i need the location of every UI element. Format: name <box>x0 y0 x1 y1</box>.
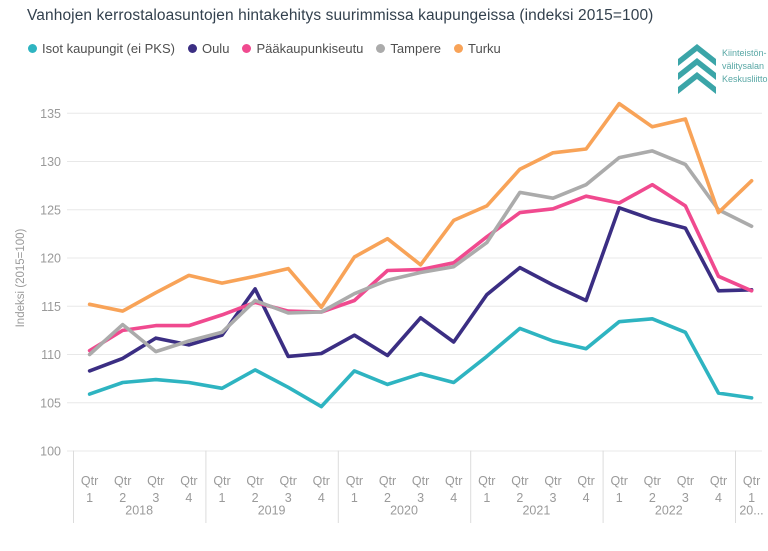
y-tick-label: 115 <box>41 300 61 314</box>
legend-label: Isot kaupungit (ei PKS) <box>42 41 175 56</box>
chevron-icon <box>678 72 716 94</box>
y-tick-label: 100 <box>40 445 61 459</box>
x-tick-quarter-word: Qtr <box>81 474 98 488</box>
legend-label: Oulu <box>201 41 230 56</box>
x-tick-quarter-word: Qtr <box>511 474 528 488</box>
x-tick-quarter-word: Qtr <box>180 474 197 488</box>
logo-text-line: välitysalan <box>722 61 765 71</box>
x-tick-quarter-number: 2 <box>649 491 656 505</box>
year-label: 2021 <box>522 504 550 518</box>
x-tick-quarter-word: Qtr <box>478 474 495 488</box>
y-tick-label: 105 <box>40 396 61 410</box>
x-tick-quarter-word: Qtr <box>743 474 760 488</box>
x-tick-quarter-number: 3 <box>417 491 424 505</box>
x-tick-quarter-word: Qtr <box>577 474 594 488</box>
y-tick-label: 125 <box>40 203 61 217</box>
legend-dot-icon <box>187 44 197 53</box>
chart-legend: Isot kaupungit (ei PKS) Oulu Pääkaupunkise… <box>28 41 501 56</box>
y-axis-title: Indeksi (2015=100) <box>15 228 27 327</box>
year-label: 2020 <box>390 504 418 518</box>
x-tick-quarter-word: Qtr <box>445 474 462 488</box>
x-tick-quarter-number: 4 <box>715 491 722 505</box>
x-tick-quarter-word: Qtr <box>379 474 396 488</box>
chevron-icon <box>678 58 716 80</box>
legend-dot-icon <box>376 44 386 53</box>
x-tick-quarter-word: Qtr <box>710 474 727 488</box>
legend-item-isot-kaupungit-ei-pks-[interactable]: Isot kaupungit (ei PKS) <box>28 41 175 56</box>
x-tick-quarter-word: Qtr <box>280 474 297 488</box>
legend-dot-icon <box>454 44 463 53</box>
x-tick-quarter-number: 2 <box>252 491 259 505</box>
logo-text: Kiinteistön- välitysalan Keskusliitto <box>722 44 768 86</box>
year-label: 20... <box>739 504 763 518</box>
legend-label: Turku <box>468 41 501 56</box>
x-tick-quarter-word: Qtr <box>544 474 561 488</box>
x-tick-quarter-number: 4 <box>318 491 325 505</box>
x-tick-quarter-word: Qtr <box>246 474 263 488</box>
x-tick-quarter-number: 2 <box>119 491 126 505</box>
x-tick-quarter-number: 1 <box>351 491 358 505</box>
legend-item-oulu[interactable]: Oulu <box>187 41 230 56</box>
x-tick-quarter-word: Qtr <box>644 474 661 488</box>
x-tick-quarter-number: 1 <box>219 491 226 505</box>
series-line-oulu[interactable] <box>87 206 754 373</box>
year-label: 2022 <box>655 504 683 518</box>
chevrons-up-icon <box>678 44 716 94</box>
year-label: 2018 <box>125 504 153 518</box>
x-tick-quarter-number: 1 <box>616 491 623 505</box>
x-tick-quarter-word: Qtr <box>114 474 131 488</box>
y-tick-label: 110 <box>41 348 61 362</box>
logo-text-line: Keskusliitto <box>722 74 768 84</box>
x-tick-quarter-number: 1 <box>748 491 755 505</box>
x-tick-quarter-number: 1 <box>86 491 93 505</box>
x-tick-quarter-number: 4 <box>185 491 192 505</box>
x-tick-quarter-word: Qtr <box>677 474 694 488</box>
y-tick-label: 130 <box>40 155 61 169</box>
legend-dot-icon <box>242 44 252 53</box>
x-tick-quarter-number: 2 <box>516 491 523 505</box>
x-tick-quarter-word: Qtr <box>412 474 429 488</box>
x-tick-quarter-number: 4 <box>450 491 457 505</box>
x-tick-quarter-number: 4 <box>583 491 590 505</box>
chart-title: Vanhojen kerrostaloasuntojen hintakehity… <box>27 7 654 24</box>
kvkl-logo: Kiinteistön- välitysalan Keskusliitto <box>678 44 768 94</box>
legend-item-tampere[interactable]: Tampere <box>376 41 441 56</box>
legend-item-pääkaupunkiseutu[interactable]: Pääkaupunkiseutu <box>242 41 363 56</box>
x-tick-quarter-word: Qtr <box>313 474 330 488</box>
series-line-isot-kaupungit-ei-pks-[interactable] <box>87 316 754 409</box>
x-tick-quarter-word: Qtr <box>147 474 164 488</box>
x-tick-quarter-number: 3 <box>550 491 557 505</box>
x-tick-quarter-word: Qtr <box>213 474 230 488</box>
series-line-turku[interactable] <box>87 101 754 313</box>
series-line-pääkaupunkiseutu[interactable] <box>87 182 754 353</box>
legend-dot-icon <box>28 44 37 53</box>
year-label: 2019 <box>258 504 286 518</box>
x-tick-quarter-number: 1 <box>483 491 490 505</box>
x-tick-quarter-word: Qtr <box>611 474 628 488</box>
legend-label: Pääkaupunkiseutu <box>256 41 364 56</box>
logo-text-line: Kiinteistön- <box>722 48 767 58</box>
legend-label: Tampere <box>390 41 441 56</box>
series-line-tampere[interactable] <box>87 149 754 357</box>
x-tick-quarter-number: 2 <box>384 491 391 505</box>
y-tick-label: 135 <box>40 107 61 121</box>
legend-item-turku[interactable]: Turku <box>454 41 501 56</box>
x-tick-quarter-number: 3 <box>682 491 689 505</box>
x-tick-quarter-number: 3 <box>285 491 292 505</box>
x-tick-quarter-number: 3 <box>152 491 159 505</box>
chevron-icon <box>678 44 716 66</box>
x-tick-quarter-word: Qtr <box>346 474 363 488</box>
y-tick-label: 120 <box>40 252 61 266</box>
